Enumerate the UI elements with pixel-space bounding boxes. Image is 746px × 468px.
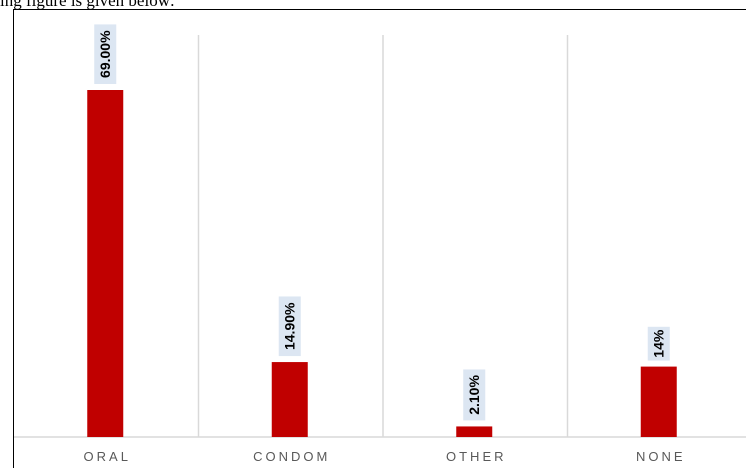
category-separators [197, 35, 569, 437]
data-label-background [463, 369, 486, 421]
data-label-text: 2.10% [466, 375, 482, 415]
x-tick-labels: ORAL CONDOM OTHER NONE [84, 449, 686, 464]
data-labels: 69.00% 14.90% 2.10% 14% [94, 24, 670, 421]
data-label-background [278, 296, 301, 357]
figure-caption: ing figure is given below: [0, 0, 175, 10]
data-label-other: 2.10% [463, 369, 486, 421]
data-label-text: 69.00% [97, 30, 113, 78]
data-label-text: 14.90% [282, 302, 298, 350]
bars [87, 90, 677, 437]
x-tick-label-none: NONE [636, 449, 686, 464]
bar-none [640, 366, 677, 437]
bar-other [456, 426, 493, 437]
x-tick-label-other: OTHER [446, 449, 507, 464]
data-label-condom: 14.90% [278, 296, 301, 357]
bar-condom [271, 362, 308, 437]
chart-frame [13, 9, 746, 468]
data-label-text: 14% [651, 329, 667, 358]
x-tick-label-oral: ORAL [84, 449, 131, 464]
data-label-oral: 69.00% [94, 24, 117, 84]
bar-oral [87, 90, 124, 437]
data-label-none: 14% [647, 326, 670, 361]
x-tick-label-condom: CONDOM [253, 449, 330, 464]
data-label-background [647, 326, 670, 361]
data-label-background [94, 24, 117, 84]
